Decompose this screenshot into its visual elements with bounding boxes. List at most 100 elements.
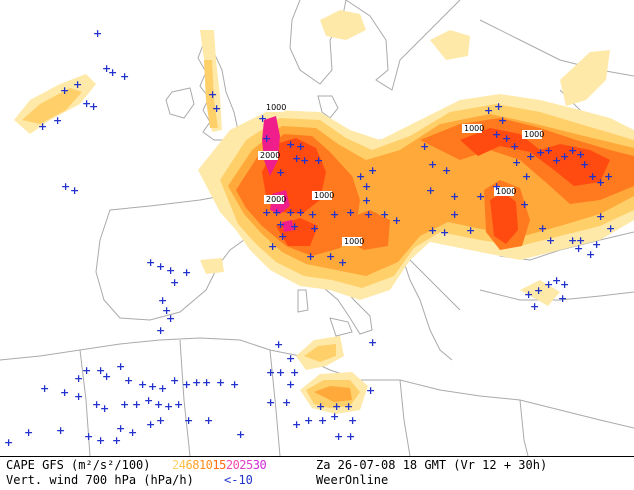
vertical-wind-marker: + xyxy=(212,102,221,115)
vertical-wind-marker: + xyxy=(544,144,553,157)
vertical-wind-marker: + xyxy=(440,226,449,239)
contour-label: 2000 xyxy=(264,195,286,204)
vertical-wind-marker: + xyxy=(366,384,375,397)
vertical-wind-marker: + xyxy=(112,434,121,447)
svg-text:2000: 2000 xyxy=(266,195,286,204)
vertical-wind-marker: + xyxy=(502,132,511,145)
weather-map: 1000 2000 2000 1000 1000 1000 1000 1000 … xyxy=(0,0,634,457)
vertical-wind-marker: + xyxy=(96,364,105,377)
vertical-wind-marker: + xyxy=(362,180,371,193)
vertical-wind-marker: + xyxy=(492,128,501,141)
vertical-wind-marker: + xyxy=(216,376,225,389)
vertical-wind-marker: + xyxy=(73,78,82,91)
vertical-wind-marker: + xyxy=(170,276,179,289)
vertical-wind-marker: + xyxy=(40,382,49,395)
vertical-wind-markers: +++ ++++++++ +++++ + +++ +++ + + + ++ +++++ + + + ++++… xyxy=(4,27,615,449)
vertical-wind-marker: + xyxy=(574,242,583,255)
vertical-wind-marker: + xyxy=(450,208,459,221)
vertical-wind-marker: + xyxy=(286,138,295,151)
vertical-wind-marker: + xyxy=(300,154,309,167)
vertical-wind-marker: + xyxy=(170,374,179,387)
vertical-wind-threshold: <-10 xyxy=(224,473,253,487)
vertical-wind-marker: + xyxy=(596,176,605,189)
vertical-wind-marker: + xyxy=(544,278,553,291)
vertical-wind-marker: + xyxy=(74,372,83,385)
vertical-wind-marker: + xyxy=(568,144,577,157)
vertical-wind-marker: + xyxy=(520,198,529,211)
vertical-wind-marker: + xyxy=(364,208,373,221)
vertical-wind-marker: + xyxy=(132,398,141,411)
legend-title: CAPE GFS (m²/s²/100) xyxy=(6,458,151,472)
scale-value: 30 xyxy=(252,458,267,472)
vertical-wind-marker: + xyxy=(492,180,501,193)
vertical-wind-marker: + xyxy=(592,238,601,251)
vertical-wind-marker: + xyxy=(558,292,567,305)
vertical-wind-marker: + xyxy=(526,150,535,163)
scale-value: 6 xyxy=(185,458,193,472)
vertical-wind-marker: + xyxy=(310,222,319,235)
scale-value: 20 xyxy=(225,458,240,472)
vertical-wind-marker: + xyxy=(326,250,335,263)
vertical-wind-marker: + xyxy=(588,170,597,183)
contour-label: 1000 xyxy=(264,103,286,112)
vertical-wind-marker: + xyxy=(330,410,339,423)
vertical-wind-marker: + xyxy=(428,224,437,237)
vertical-wind-marker: + xyxy=(156,324,165,337)
vertical-wind-marker: + xyxy=(368,336,377,349)
vertical-wind-marker: + xyxy=(604,170,613,183)
cape-shading xyxy=(14,10,634,414)
vertical-wind-marker: + xyxy=(124,374,133,387)
vertical-wind-marker: + xyxy=(476,190,485,203)
vertical-wind-marker: + xyxy=(290,220,299,233)
vertical-wind-marker: + xyxy=(510,140,519,153)
scale-value: 8 xyxy=(192,458,199,472)
svg-text:1000: 1000 xyxy=(266,103,286,112)
vertical-wind-marker: + xyxy=(156,414,165,427)
vertical-wind-marker: + xyxy=(522,170,531,183)
legend-bar: CAPE GFS (m²/s²/100) 24681015202530 Za 2… xyxy=(0,457,634,490)
vertical-wind-marker: + xyxy=(292,418,301,431)
contour-label: 1000 xyxy=(312,191,334,200)
map-canvas: 1000 2000 2000 1000 1000 1000 1000 1000 … xyxy=(0,0,634,456)
vertical-wind-marker: + xyxy=(278,230,287,243)
vertical-wind-marker: + xyxy=(120,70,129,83)
vertical-wind-marker: + xyxy=(266,366,275,379)
vertical-wind-marker: + xyxy=(60,386,69,399)
vertical-wind-marker: + xyxy=(442,164,451,177)
vertical-wind-marker: + xyxy=(282,396,291,409)
vertical-wind-marker: + xyxy=(290,366,299,379)
svg-text:1000: 1000 xyxy=(464,124,484,133)
vertical-wind-marker: + xyxy=(162,304,171,317)
vertical-wind-marker: + xyxy=(344,400,353,413)
contour-label: 2000 xyxy=(258,151,280,160)
vertical-wind-marker: + xyxy=(156,260,165,273)
vertical-wind-marker: + xyxy=(202,376,211,389)
vertical-wind-marker: + xyxy=(92,398,101,411)
vertical-wind-marker: + xyxy=(498,114,507,127)
svg-text:1000: 1000 xyxy=(524,130,544,139)
vertical-wind-marker: + xyxy=(174,398,183,411)
vertical-wind-marker: + xyxy=(148,380,157,393)
vertical-wind-marker: + xyxy=(362,194,371,207)
vertical-wind-marker: + xyxy=(536,146,545,159)
scale-value: 10 xyxy=(198,458,213,472)
vertical-wind-marker: + xyxy=(204,414,213,427)
vertical-wind-marker: + xyxy=(450,190,459,203)
vertical-wind-marker: + xyxy=(128,426,137,439)
contour-labels: 1000 2000 2000 1000 1000 1000 1000 1000 xyxy=(258,103,544,246)
vertical-wind-marker: + xyxy=(262,206,271,219)
vertical-wind-marker: + xyxy=(560,278,569,291)
vertical-wind-marker: + xyxy=(108,66,117,79)
vertical-wind-marker: + xyxy=(274,338,283,351)
legend-subtitle: Vert. wind 700 hPa (hPa/h) xyxy=(6,473,194,487)
vertical-wind-marker: + xyxy=(138,378,147,391)
vertical-wind-marker: + xyxy=(53,114,62,127)
vertical-wind-marker: + xyxy=(102,62,111,75)
vertical-wind-marker: + xyxy=(316,400,325,413)
vertical-wind-marker: + xyxy=(93,27,102,40)
vertical-wind-marker: + xyxy=(166,312,175,325)
vertical-wind-marker: + xyxy=(334,430,343,443)
vertical-wind-marker: + xyxy=(596,210,605,223)
vertical-wind-marker: + xyxy=(606,222,615,235)
vertical-wind-marker: + xyxy=(184,414,193,427)
